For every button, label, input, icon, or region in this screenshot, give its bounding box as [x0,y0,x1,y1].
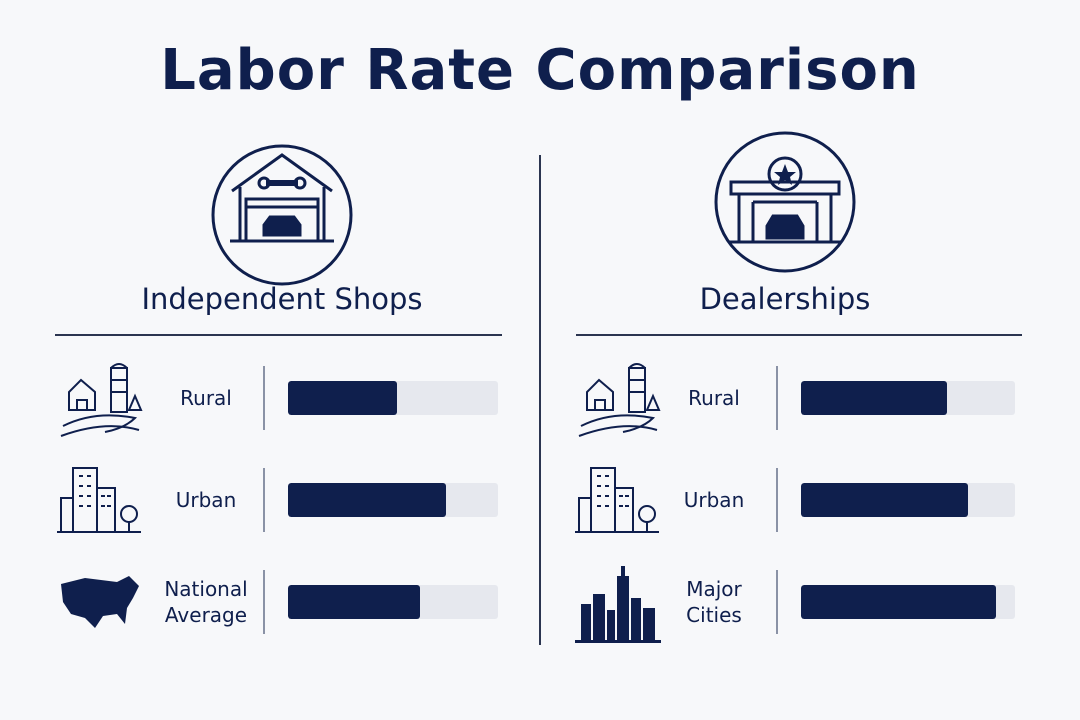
row-separator [263,468,265,532]
category-label: Urban [683,488,745,512]
bar [801,585,996,619]
bar [801,381,947,415]
category-label: Rural [688,386,740,410]
dealer-icon [714,131,856,273]
shop-icon [211,144,353,286]
category-label: Rural [180,386,232,410]
category-label: Major Cities [686,577,742,627]
row-separator [776,366,778,430]
bar-track [288,483,498,517]
panel-heading: Independent Shops [141,282,423,316]
row-separator [263,366,265,430]
row-icon [61,576,139,628]
divider [539,155,541,645]
row-icon [60,363,143,437]
bar-track [288,381,498,415]
bar-track [288,585,498,619]
row-icon [578,363,661,437]
bar-track [801,585,1015,619]
page-title: Labor Rate Comparison [160,38,920,103]
panel-rule [55,334,502,336]
row-separator [776,570,778,634]
row-separator [776,468,778,532]
panel-heading: Dealerships [699,282,871,316]
row-icon [57,467,141,533]
panel-rule [576,334,1022,336]
bar [288,381,398,415]
bar [288,585,421,619]
row-icon [575,566,661,643]
row-icon [575,467,659,533]
bar-track [801,381,1015,415]
bar-track [801,483,1015,517]
category-label: National Average [164,577,248,627]
category-label: Urban [175,488,237,512]
bar [288,483,446,517]
bar [801,483,968,517]
row-separator [263,570,265,634]
